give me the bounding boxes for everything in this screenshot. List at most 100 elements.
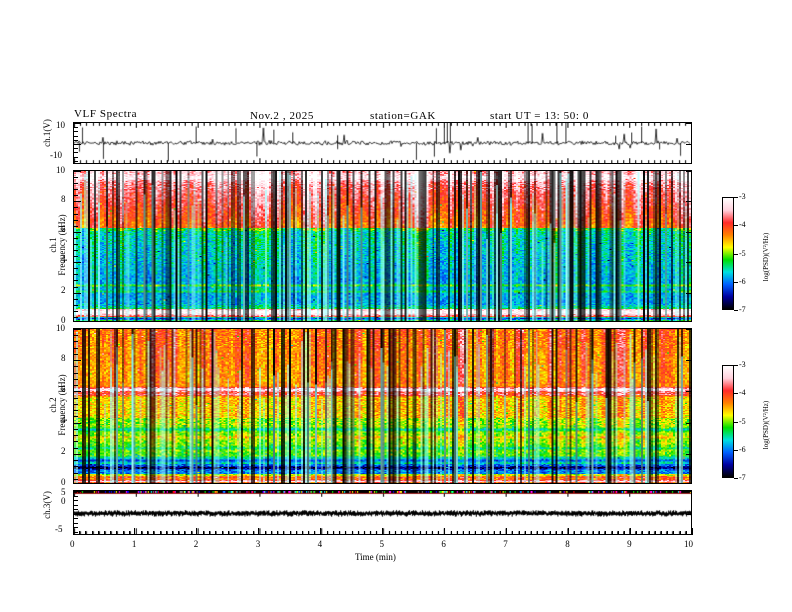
x-minor-tick [481,531,483,535]
x-minor-tick [673,531,675,535]
x-minor-tick [103,531,105,535]
y-tick-mark [686,391,691,393]
y-minor-tick [74,341,78,343]
x-minor-tick [475,531,477,535]
y-minor-tick [74,460,78,462]
colorbar-tick-label: -3 [739,192,746,201]
y-minor-tick [74,237,78,239]
x-minor-tick [376,531,378,535]
y-minor-tick [74,148,78,150]
y-minor-tick [74,189,78,191]
colorbar-tick-mark [734,421,738,423]
y-tick-mark [686,171,691,172]
y-minor-tick [74,500,78,501]
x-minor-tick [487,531,489,535]
x-tick-mark [505,528,507,535]
x-minor-tick [574,531,576,535]
y-minor-tick [74,466,78,468]
x-tick-label: 5 [379,539,385,549]
y-tick-mark [686,123,691,124]
x-minor-tick [332,531,334,535]
x-minor-tick [345,531,347,535]
x-minor-tick [326,531,328,535]
x-minor-tick [159,531,161,535]
x-minor-tick [592,531,594,535]
x-minor-tick [555,531,557,535]
x-minor-tick [252,531,254,535]
x-minor-tick [178,531,180,535]
y-minor-tick [74,225,78,227]
x-tick-label: 3 [255,539,261,549]
y-tick-mark [74,329,81,330]
y-tick-mark [686,453,691,455]
x-minor-tick [308,531,310,535]
x-minor-tick [611,531,613,535]
y-minor-tick [74,274,78,276]
y-minor-tick [74,195,78,197]
x-minor-tick [469,531,471,535]
x-minor-tick [184,531,186,535]
x-minor-tick [413,531,415,535]
x-minor-tick [110,531,112,535]
x-minor-tick [661,531,663,535]
x-minor-tick [580,531,582,535]
x-minor-tick [79,531,81,535]
x-minor-tick [679,531,681,535]
x-minor-tick [314,531,316,535]
y-minor-tick [74,243,78,245]
x-minor-tick [277,531,279,535]
x-minor-tick [128,531,130,535]
y-minor-tick [74,160,78,162]
y-minor-tick [74,403,78,405]
x-minor-tick [642,531,644,535]
ch1-wave-ytick-10: 10 [56,120,65,130]
ch3-wave-axis-label: ch.3(V) [42,491,52,519]
y-minor-tick [74,304,78,306]
x-minor-tick [209,531,211,535]
x-minor-tick [264,531,266,535]
ch2-ytick-6: 6 [61,384,66,394]
x-tick-label: 8 [565,539,570,549]
colorbar-ch1-label: log(PSD)(V²/Hz) [762,232,770,282]
ch1-wave-axis-label: ch.1(V) [42,119,52,147]
colorbar-tick-label: -6 [739,444,746,454]
y-minor-tick [74,372,78,374]
x-minor-tick [531,531,533,535]
x-minor-tick [357,531,359,535]
y-minor-tick [74,428,78,430]
x-minor-tick [537,531,539,535]
x-tick-label: 10 [684,539,693,549]
figure-date: Nov.2 , 2025 [250,110,314,122]
colorbar-tick-label: -4 [739,220,746,230]
colorbar-tick-label: -7 [739,305,746,314]
y-minor-tick [74,518,78,519]
y-tick-mark [686,513,691,515]
y-minor-tick [74,416,78,418]
x-minor-tick [289,531,291,535]
x-minor-tick [370,531,372,535]
y-minor-tick [74,353,78,355]
ch1-ytick-10: 10 [56,165,65,175]
y-tick-mark [74,201,81,203]
x-minor-tick [562,531,563,535]
x-minor-tick [221,531,223,535]
y-tick-mark [686,201,691,203]
x-tick-mark [382,528,383,535]
y-minor-tick [74,135,78,137]
x-minor-tick [91,531,93,535]
x-minor-tick [617,531,619,535]
colorbar-tick-mark [734,393,738,395]
ch2-spectrogram-panel [73,328,692,484]
ch2-ytick-10: 10 [56,323,65,333]
x-minor-tick [227,531,229,535]
x-tick-mark [134,528,136,535]
y-tick-mark [686,422,691,424]
x-minor-tick [401,531,403,535]
start-ut-label: start UT = 13: 50: 0 [490,110,589,122]
x-minor-tick [233,531,235,535]
colorbar-ch2-label: log(PSD)(V²/Hz) [762,400,770,450]
x-minor-tick [122,531,124,535]
x-minor-tick [636,531,638,535]
x-minor-tick [351,531,353,535]
colorbar-tick-mark [734,365,738,366]
